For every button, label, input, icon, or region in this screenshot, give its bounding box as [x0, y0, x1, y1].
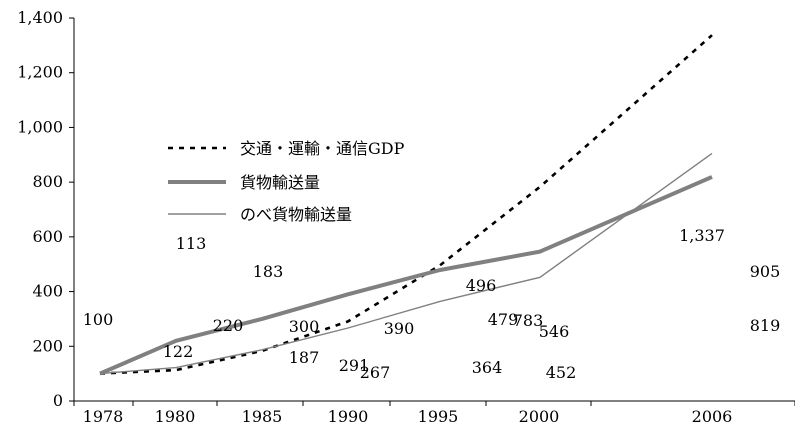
legend-item-freight: 貨物輸送量	[168, 173, 320, 192]
gdp-data-label: 291	[339, 356, 370, 375]
series-lines	[99, 34, 713, 376]
gdp-data-label: 783	[513, 311, 544, 330]
y-tick-label: 0	[53, 391, 63, 410]
legend-label: のべ貨物輸送量	[240, 205, 352, 224]
freight-data-label: 220	[213, 316, 244, 335]
y-tick-label: 1,000	[17, 117, 63, 136]
y-tick-label: 1,400	[17, 8, 63, 27]
legend-item-ton-km: のべ貨物輸送量	[168, 205, 352, 224]
legend-item-gdp: 交通・運輸・通信GDP	[168, 139, 405, 158]
y-tick-label: 400	[32, 282, 63, 301]
data-labels: 100 113 183 291 496 783 1,337 220 300 390 479 546 81…	[83, 226, 781, 382]
freight-data-label: 819	[750, 316, 781, 335]
gdp-data-label: 183	[253, 262, 284, 281]
x-tick-label: 1995	[418, 407, 459, 426]
x-tick-label: 2006	[692, 407, 733, 426]
gdp-data-label: 1,337	[679, 226, 725, 245]
y-tick-label: 1,200	[17, 63, 63, 82]
x-tick-label: 1980	[155, 407, 196, 426]
ton-km-data-label: 122	[163, 342, 194, 361]
gdp-line	[99, 34, 713, 375]
x-tick-label: 1990	[328, 407, 369, 426]
gdp-data-label: 496	[466, 276, 497, 295]
ton-km-data-label: 452	[546, 363, 577, 382]
ton-km-data-label: 267	[360, 363, 391, 382]
x-tick-label: 1978	[83, 407, 124, 426]
freight-data-label: 546	[539, 322, 570, 341]
freight-data-label: 300	[289, 317, 320, 336]
freight-volume-line	[99, 175, 713, 376]
gdp-data-label: 113	[176, 234, 207, 253]
y-tick-label: 800	[32, 172, 63, 191]
axes: 0 200 400 600 800 1,000 1,200 1,400 1978 1980 1985…	[17, 8, 795, 426]
freight-data-label: 390	[384, 319, 415, 338]
ton-km-data-label: 905	[750, 262, 781, 281]
freight-data-label: 479	[488, 310, 519, 329]
legend-label: 交通・運輸・通信GDP	[240, 139, 405, 158]
ton-km-data-label: 364	[472, 358, 503, 377]
ton-km-data-label: 187	[289, 348, 320, 367]
legend-label: 貨物輸送量	[240, 173, 320, 192]
y-tick-label: 200	[32, 336, 63, 355]
x-tick-label: 1985	[242, 407, 283, 426]
x-tick-label: 2000	[519, 407, 560, 426]
y-tick-label: 600	[32, 227, 63, 246]
ton-km-line	[99, 152, 713, 375]
gdp-data-label: 100	[83, 310, 114, 329]
